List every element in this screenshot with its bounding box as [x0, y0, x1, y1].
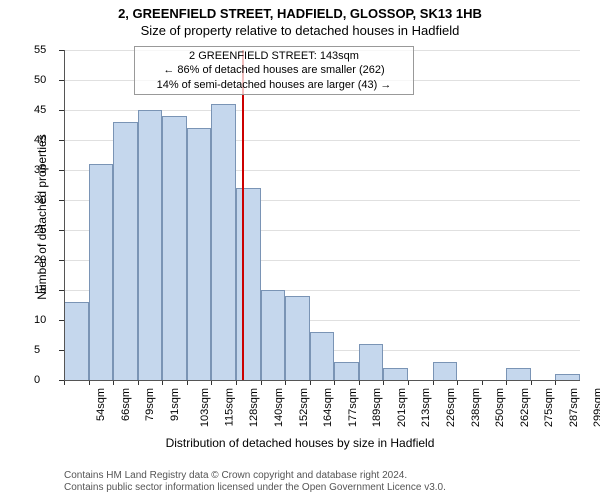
annotation-box: 2 GREENFIELD STREET: 143sqm← 86% of deta… — [134, 46, 414, 95]
xtick-label: 103sqm — [199, 388, 211, 427]
ytick-label: 55 — [34, 44, 58, 56]
xtick-label: 91sqm — [169, 388, 181, 421]
footer-line2: Contains public sector information licen… — [64, 482, 446, 494]
xtick-label: 299sqm — [593, 388, 600, 427]
bar — [113, 122, 138, 380]
footer-attribution: Contains HM Land Registry data © Crown c… — [64, 470, 446, 494]
xtick-label: 226sqm — [445, 388, 457, 427]
xtick-label: 128sqm — [249, 388, 261, 427]
ytick-label: 45 — [34, 104, 58, 116]
bar — [236, 188, 261, 380]
bar — [383, 368, 408, 380]
bar — [89, 164, 114, 380]
y-axis-label: Number of detached properties — [35, 117, 49, 317]
ytick-label: 50 — [34, 74, 58, 86]
reference-line — [242, 50, 244, 380]
annotation-line: 14% of semi-detached houses are larger (… — [139, 78, 409, 92]
bar — [506, 368, 531, 380]
x-axis-label: Distribution of detached houses by size … — [0, 436, 600, 450]
ytick-label: 5 — [34, 344, 58, 356]
bar — [64, 302, 89, 380]
xtick-label: 164sqm — [322, 388, 334, 427]
xtick-label: 213sqm — [421, 388, 433, 427]
y-axis — [64, 50, 65, 380]
bar — [211, 104, 236, 380]
xtick-label: 201sqm — [396, 388, 408, 427]
bar — [162, 116, 187, 380]
xtick-label: 275sqm — [543, 388, 555, 427]
page-subtitle: Size of property relative to detached ho… — [0, 21, 600, 38]
chart-area: 051015202530354045505554sqm66sqm79sqm91s… — [64, 50, 580, 380]
page-title: 2, GREENFIELD STREET, HADFIELD, GLOSSOP,… — [0, 0, 600, 21]
xtick-label: 177sqm — [347, 388, 359, 427]
xtick-label: 54sqm — [95, 388, 107, 421]
bar — [285, 296, 310, 380]
annotation-line: 2 GREENFIELD STREET: 143sqm — [139, 49, 409, 63]
xtick-label: 189sqm — [371, 388, 383, 427]
xtick-label: 238sqm — [470, 388, 482, 427]
bar — [334, 362, 359, 380]
bar — [433, 362, 458, 380]
xtick-label: 115sqm — [223, 388, 235, 426]
bar — [138, 110, 163, 380]
xtick-label: 250sqm — [494, 388, 506, 427]
bar — [310, 332, 335, 380]
bar — [359, 344, 384, 380]
xtick-label: 152sqm — [298, 388, 310, 427]
xtick-label: 79sqm — [144, 388, 156, 421]
xtick-label: 287sqm — [568, 388, 580, 427]
annotation-line: ← 86% of detached houses are smaller (26… — [139, 63, 409, 77]
footer-line1: Contains HM Land Registry data © Crown c… — [64, 470, 446, 482]
xtick-label: 66sqm — [120, 388, 132, 421]
bar — [187, 128, 212, 380]
ytick-label: 0 — [34, 374, 58, 386]
bar — [261, 290, 286, 380]
xtick-label: 140sqm — [273, 388, 285, 427]
xtick-label: 262sqm — [519, 388, 531, 427]
x-axis — [64, 380, 580, 381]
